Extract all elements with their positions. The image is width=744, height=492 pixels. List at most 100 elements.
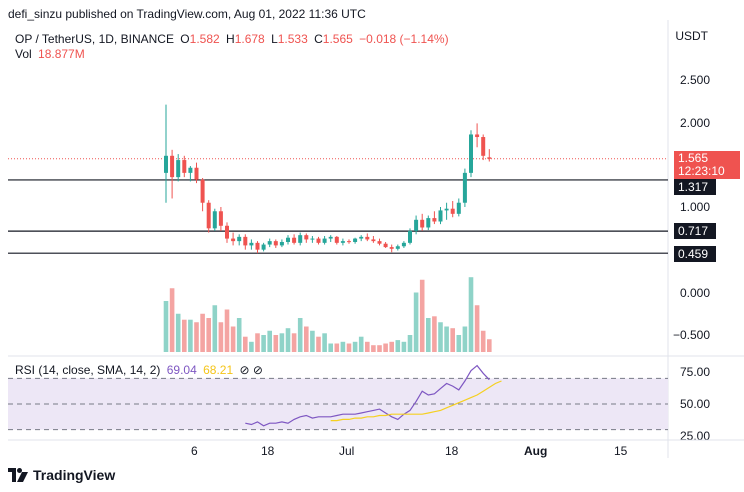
current-price-tag: 1.565 12:23:10 (674, 151, 740, 179)
candle-body (328, 236, 333, 239)
candle-body (481, 137, 486, 156)
volume-bar (279, 333, 285, 352)
volume-bar (480, 330, 486, 352)
countdown-label: 12:23:10 (678, 164, 725, 178)
volume-bar (377, 345, 382, 352)
rsi-sma-value: 68.21 (203, 363, 234, 377)
volume-bar (297, 318, 303, 352)
candle-body (292, 237, 297, 243)
candle-body (444, 208, 449, 211)
volume-bar (285, 328, 291, 352)
y-tick: −0.500 (672, 328, 710, 342)
change-value: −0.018 (−1.14%) (359, 32, 449, 46)
candle-body (176, 160, 181, 178)
volume-bar (438, 322, 443, 352)
candle-body (395, 246, 400, 249)
volume-bar (334, 343, 340, 352)
open-value: 1.582 (189, 32, 220, 46)
rsi-y-tick: 75.00 (679, 365, 710, 379)
volume-bar (401, 341, 407, 352)
candle-body (456, 202, 461, 214)
candle-body (462, 172, 467, 203)
level-tag-0717: 0.717 (674, 223, 716, 239)
footer-brand-label: TradingView (33, 467, 116, 483)
close-label: C (314, 32, 323, 46)
high-value: 1.678 (234, 32, 265, 46)
volume-label: Vol (15, 47, 32, 61)
volume-bar (163, 301, 169, 352)
volume-bar (224, 309, 230, 352)
volume-bar (291, 333, 297, 352)
candle-body (475, 134, 480, 138)
volume-bar (358, 336, 364, 352)
y-tick: 2.500 (679, 73, 710, 87)
candle-body (389, 247, 394, 249)
low-value: 1.533 (277, 32, 308, 46)
footer-brand[interactable]: TradingView (8, 467, 115, 483)
volume-bar (261, 335, 266, 352)
candle-body (414, 219, 419, 231)
volume-bar (371, 345, 376, 352)
tradingview-logo-icon (8, 468, 28, 482)
candle-body (377, 241, 382, 244)
volume-bar (206, 318, 211, 352)
volume-bar (194, 322, 199, 352)
volume-bar (255, 333, 260, 352)
volume-bar (267, 330, 272, 352)
candle-body (353, 238, 358, 242)
volume-bar (236, 318, 242, 352)
candle-body (231, 238, 236, 242)
candle-body (237, 236, 242, 242)
candle-body (206, 202, 211, 229)
volume-value: 18.877M (38, 47, 85, 61)
candle-body (310, 238, 315, 240)
candle-body (450, 208, 455, 214)
y-tick: 0.000 (679, 286, 710, 300)
rsi-title[interactable]: RSI (14, close, SMA, 14, 2) (15, 363, 161, 377)
volume-bar (310, 330, 315, 352)
x-tick: 18 (445, 444, 459, 458)
candle-body (438, 210, 443, 222)
candle-body (212, 211, 217, 229)
candle-body (255, 242, 260, 250)
rsi-hidden-icons[interactable]: ⊘ ⊘ (239, 363, 263, 377)
volume-bar (450, 328, 455, 352)
volume-bar (249, 341, 254, 352)
candle-body (225, 225, 229, 239)
candle-body (359, 236, 364, 239)
candle-body (322, 238, 327, 243)
volume-bar (328, 343, 333, 352)
candle-body (182, 160, 187, 173)
candle-body (304, 235, 309, 240)
y-tick: 2.000 (679, 116, 710, 130)
candle-body (383, 243, 388, 248)
candle-body (347, 241, 351, 243)
level-tag-1317: 1.317 (674, 179, 716, 195)
candle-body (194, 167, 199, 180)
candle-body (170, 155, 175, 178)
volume-bar (316, 336, 321, 352)
volume-bar (188, 319, 193, 352)
candle-body (164, 155, 168, 173)
candle-body (401, 242, 406, 247)
volume-bar (487, 339, 492, 352)
candle-body (340, 241, 345, 243)
volume-bar (419, 279, 425, 352)
x-tick: 15 (614, 444, 628, 458)
volume-bar (169, 288, 175, 352)
volume-legend: Vol 18.877M (15, 47, 88, 61)
volume-bar (175, 313, 181, 352)
currency-label: USDT (675, 29, 708, 43)
candle-body (408, 230, 412, 243)
symbol-name[interactable]: OP / TetherUS, 1D, BINANCE (15, 32, 174, 46)
low-label: L (271, 32, 278, 46)
rsi-line (245, 364, 490, 427)
candle-body (261, 244, 266, 250)
volume-bar (426, 318, 431, 352)
volume-bar (365, 341, 370, 352)
candle-body (279, 241, 284, 246)
volume-bar (444, 326, 449, 352)
volume-bar (322, 333, 327, 352)
candle-body (432, 218, 437, 222)
